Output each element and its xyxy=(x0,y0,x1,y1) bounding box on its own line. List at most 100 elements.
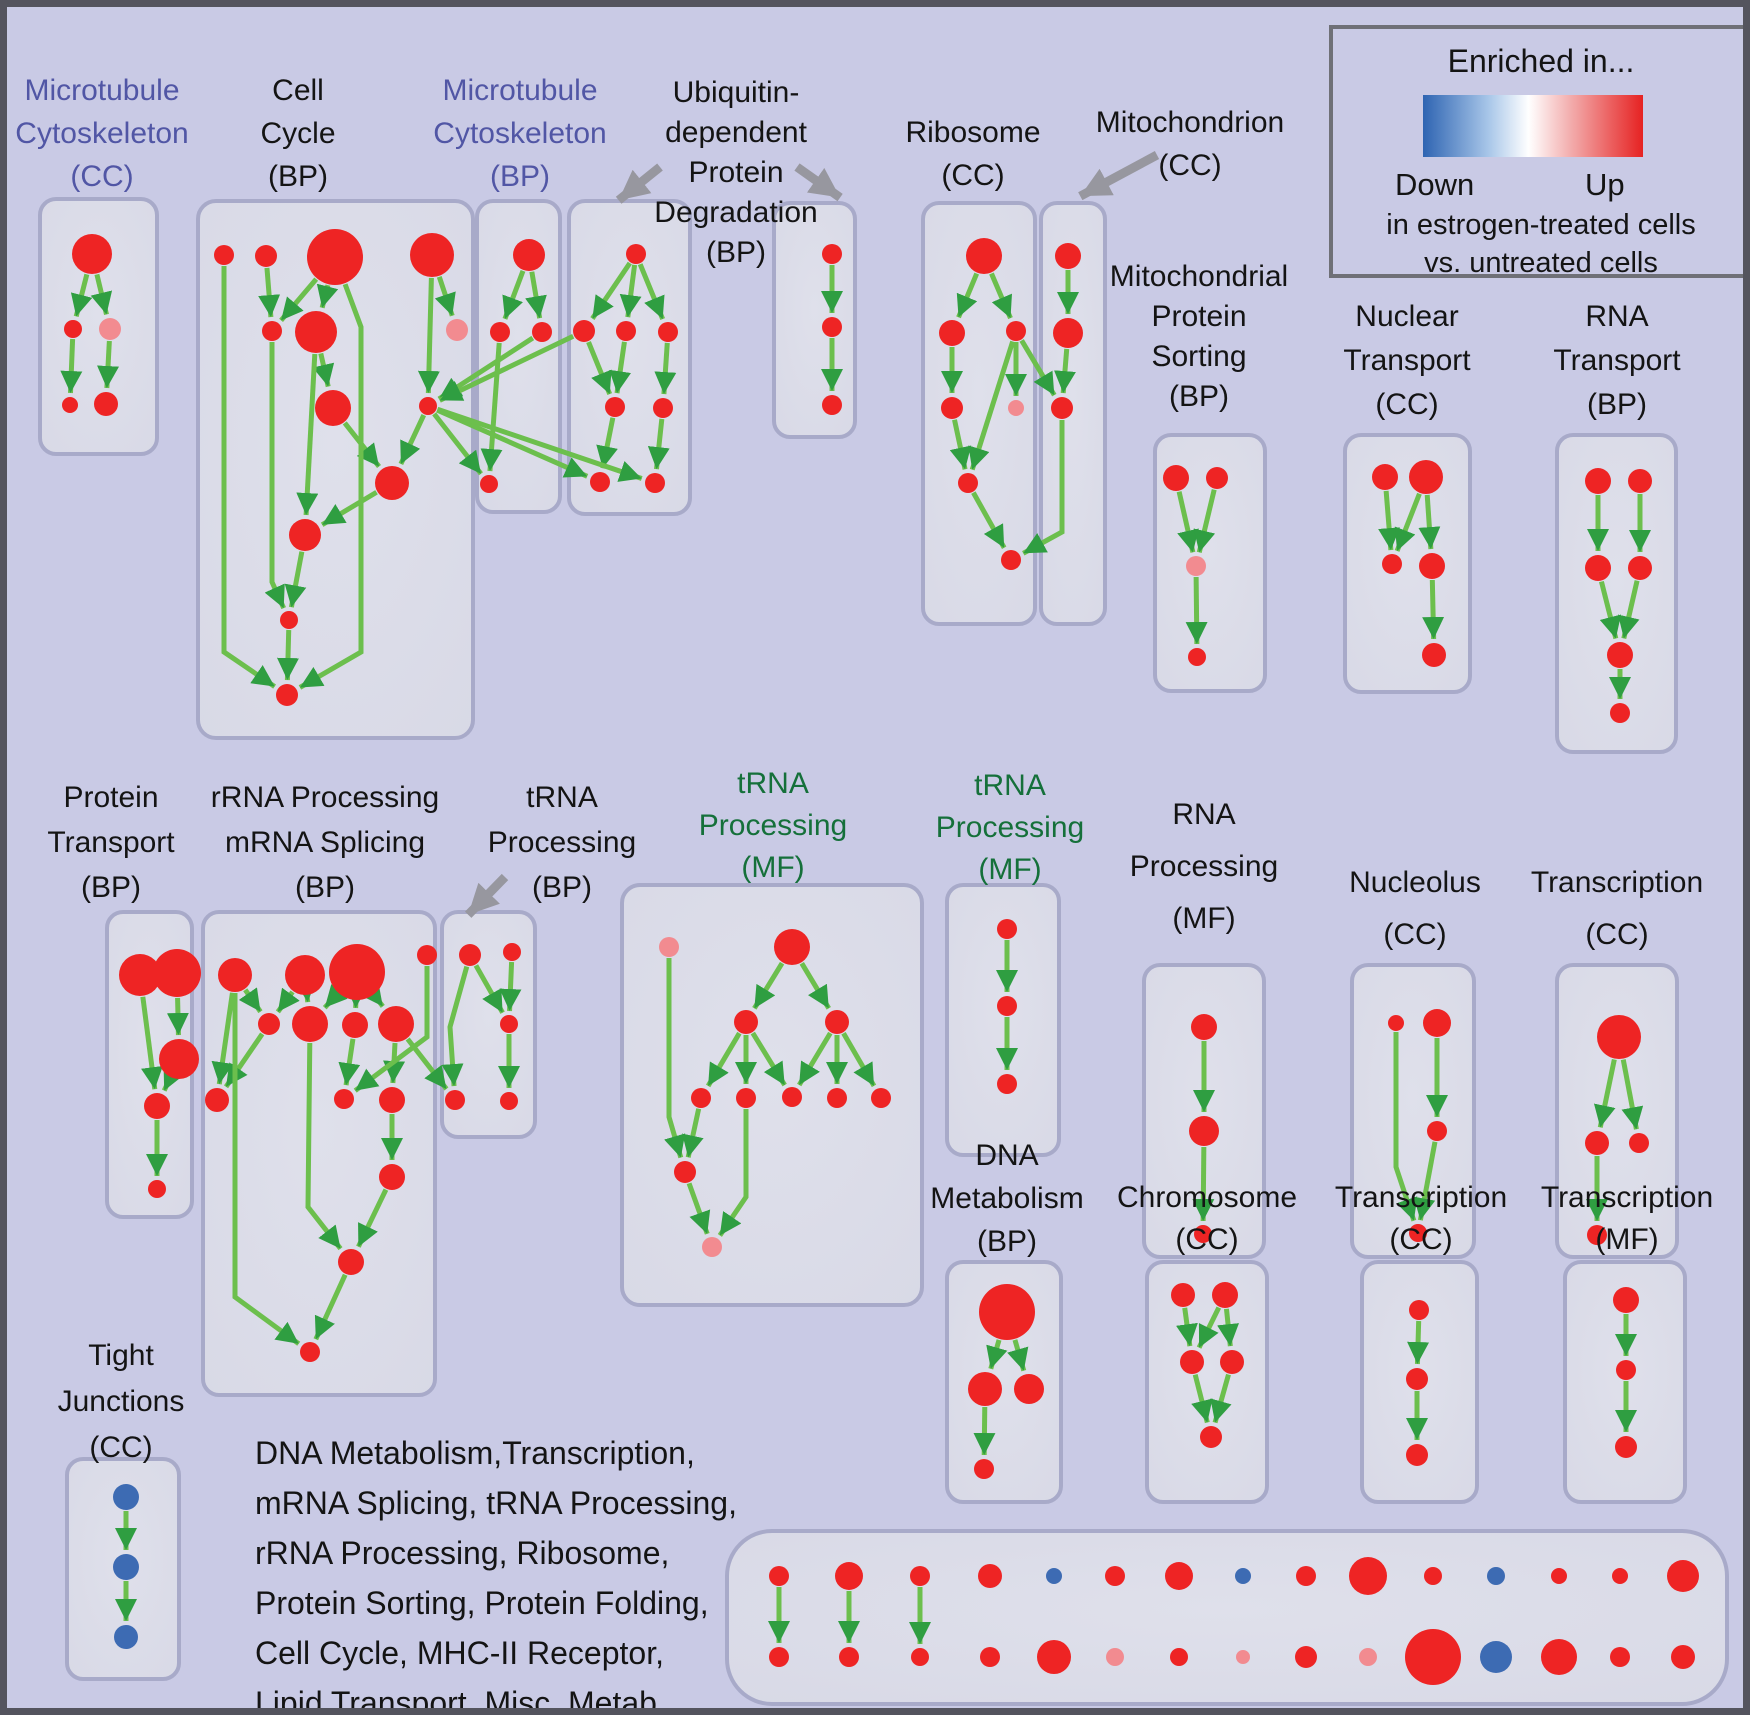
go-term-node-tmf1-2 xyxy=(734,1010,758,1034)
edge-arrow xyxy=(1413,1141,1438,1221)
go-term-node-rib-0 xyxy=(966,238,1002,274)
edge-arrow xyxy=(654,342,677,395)
go-term-node-tj-0 xyxy=(113,1484,139,1510)
go-term-node-ubq-7 xyxy=(645,473,665,493)
go-term-node-rib-6 xyxy=(1001,550,1021,570)
go-term-node-tcc-0 xyxy=(1597,1015,1641,1059)
go-term-node-ubq-6 xyxy=(590,472,610,492)
edge-arrow xyxy=(434,276,456,317)
cluster-box-nuc xyxy=(1343,433,1472,694)
cluster-label-dna-metabolism-bp: DNA Metabolism (BP) xyxy=(930,1139,1084,1258)
go-term-node-cc-3 xyxy=(410,233,454,277)
go-term-node-chr-3 xyxy=(1220,1350,1244,1374)
edge-arrow xyxy=(140,996,163,1090)
go-term-node-rrn-1 xyxy=(285,955,325,995)
go-term-node-rrn-4 xyxy=(258,1013,280,1035)
go-term-node-nuc-3 xyxy=(1419,553,1445,579)
go-term-node-nuc-0 xyxy=(1372,464,1398,490)
edge-arrow xyxy=(686,1182,711,1235)
edge-arrow xyxy=(356,1188,389,1248)
go-term-node-tmf1-8 xyxy=(871,1088,891,1108)
go-term-node-ubq-0 xyxy=(626,244,646,264)
edge-arrow xyxy=(480,342,503,472)
go-term-node-ubq-2 xyxy=(616,321,636,341)
go-term-node-rpm-1 xyxy=(1189,1116,1219,1146)
go-term-node-tmf1-6 xyxy=(782,1087,802,1107)
go-term-node-rpm-2 xyxy=(1194,1225,1212,1243)
go-term-node-ubq-3 xyxy=(658,322,678,342)
edge-arrow xyxy=(637,263,665,320)
edge-arrow xyxy=(223,1032,265,1089)
go-term-node-mtcc-0 xyxy=(72,234,112,274)
go-term-node-misc-5 xyxy=(911,1648,929,1666)
go-term-node-trp-4 xyxy=(500,1092,518,1110)
cluster-label-mitochondrion-cc: Mitochondrion (CC) xyxy=(1095,106,1285,182)
go-term-node-rib-2 xyxy=(1006,321,1026,341)
go-term-node-rib-4 xyxy=(1008,400,1024,416)
go-term-node-pt-3 xyxy=(144,1093,170,1119)
go-term-node-tj-1 xyxy=(113,1554,139,1580)
go-term-node-trp-2 xyxy=(500,1015,518,1033)
go-term-node-tmf1-7 xyxy=(827,1088,847,1108)
edge-arrow xyxy=(619,264,642,318)
edge-arrow xyxy=(60,338,83,394)
edge-arrow xyxy=(609,341,632,394)
go-term-node-rpm-0 xyxy=(1191,1014,1217,1040)
edge-arrow xyxy=(1192,1146,1215,1222)
edge-arrow xyxy=(1407,1320,1430,1365)
go-term-node-mtbp-1 xyxy=(490,322,510,342)
go-term-node-rrn-6 xyxy=(342,1012,368,1038)
go-term-node-rrn-10 xyxy=(205,1088,229,1112)
edge-arrow xyxy=(1196,1306,1222,1349)
edge-arrow xyxy=(1007,1339,1029,1372)
go-term-node-misc-22 xyxy=(1487,1567,1505,1585)
legend-down-label: Down xyxy=(1395,167,1475,202)
go-term-node-trp-0 xyxy=(459,944,481,966)
go-term-node-misc-17 xyxy=(1295,1646,1317,1668)
cluster-label-ubiquitin-dependent-protein-degradation-bp: Ubiquitin-dependent Protein Degradation (BP… xyxy=(654,76,818,269)
edge-arrow xyxy=(166,997,189,1036)
edge-arrow xyxy=(441,965,470,1087)
go-term-node-nuc-2 xyxy=(1382,554,1402,574)
edge-arrow xyxy=(232,993,301,1346)
go-term-node-misc-12 xyxy=(1165,1562,1193,1590)
go-term-node-nuc-1 xyxy=(1409,460,1443,494)
go-term-node-cc-12 xyxy=(276,684,298,706)
edge-arrow xyxy=(971,491,1007,549)
go-term-node-dnm-3 xyxy=(974,1459,994,1479)
go-term-node-misc-27 xyxy=(1610,1647,1630,1667)
edge-arrow xyxy=(296,353,319,516)
go-term-node-tmf3-0 xyxy=(1613,1287,1639,1313)
go-term-node-tmf3-1 xyxy=(1616,1360,1636,1380)
cluster-label-tight-junctions-cc: Tight Junctions (CC) xyxy=(57,1339,185,1464)
go-term-node-ubq-1 xyxy=(573,320,595,342)
go-term-node-mtcc-3 xyxy=(62,397,78,413)
go-term-node-misc-7 xyxy=(980,1647,1000,1667)
go-term-node-cc-4 xyxy=(262,321,282,341)
legend-subtitle-line2: vs. untreated cells xyxy=(1424,247,1658,279)
go-term-node-cc-11 xyxy=(280,611,298,629)
misc-category-text: DNA Metabolism,Transcription, mRNA Splici… xyxy=(255,1435,737,1715)
go-term-node-cc-2 xyxy=(307,229,363,285)
edge-arrow xyxy=(405,1037,449,1091)
go-term-node-misc-2 xyxy=(835,1562,863,1590)
go-term-node-misc-19 xyxy=(1359,1648,1377,1666)
go-term-node-misc-3 xyxy=(839,1647,859,1667)
go-term-node-mit-0 xyxy=(1055,243,1081,269)
go-term-node-rnt-1 xyxy=(1628,469,1652,493)
go-term-node-rrn-5 xyxy=(292,1006,328,1042)
edge-arrow xyxy=(1191,1373,1213,1424)
edge-arrow xyxy=(1176,1307,1198,1347)
go-term-node-misc-23 xyxy=(1480,1641,1512,1673)
go-term-node-rrn-9 xyxy=(379,1087,405,1113)
go-term-node-tmf2-1 xyxy=(997,996,1017,1016)
edge-arrow xyxy=(276,629,299,681)
edge-arrow xyxy=(1620,1059,1644,1130)
cluster-label-protein-transport-bp: Protein Transport (BP) xyxy=(47,781,175,904)
edge-arrow xyxy=(275,987,300,1014)
go-term-node-misc-4 xyxy=(910,1566,930,1586)
cluster-box-ncl xyxy=(1350,963,1476,1259)
go-term-node-mtcc-1 xyxy=(64,320,82,338)
legend-title: Enriched in... xyxy=(1447,43,1635,79)
go-term-node-mps-1 xyxy=(1206,467,1228,489)
